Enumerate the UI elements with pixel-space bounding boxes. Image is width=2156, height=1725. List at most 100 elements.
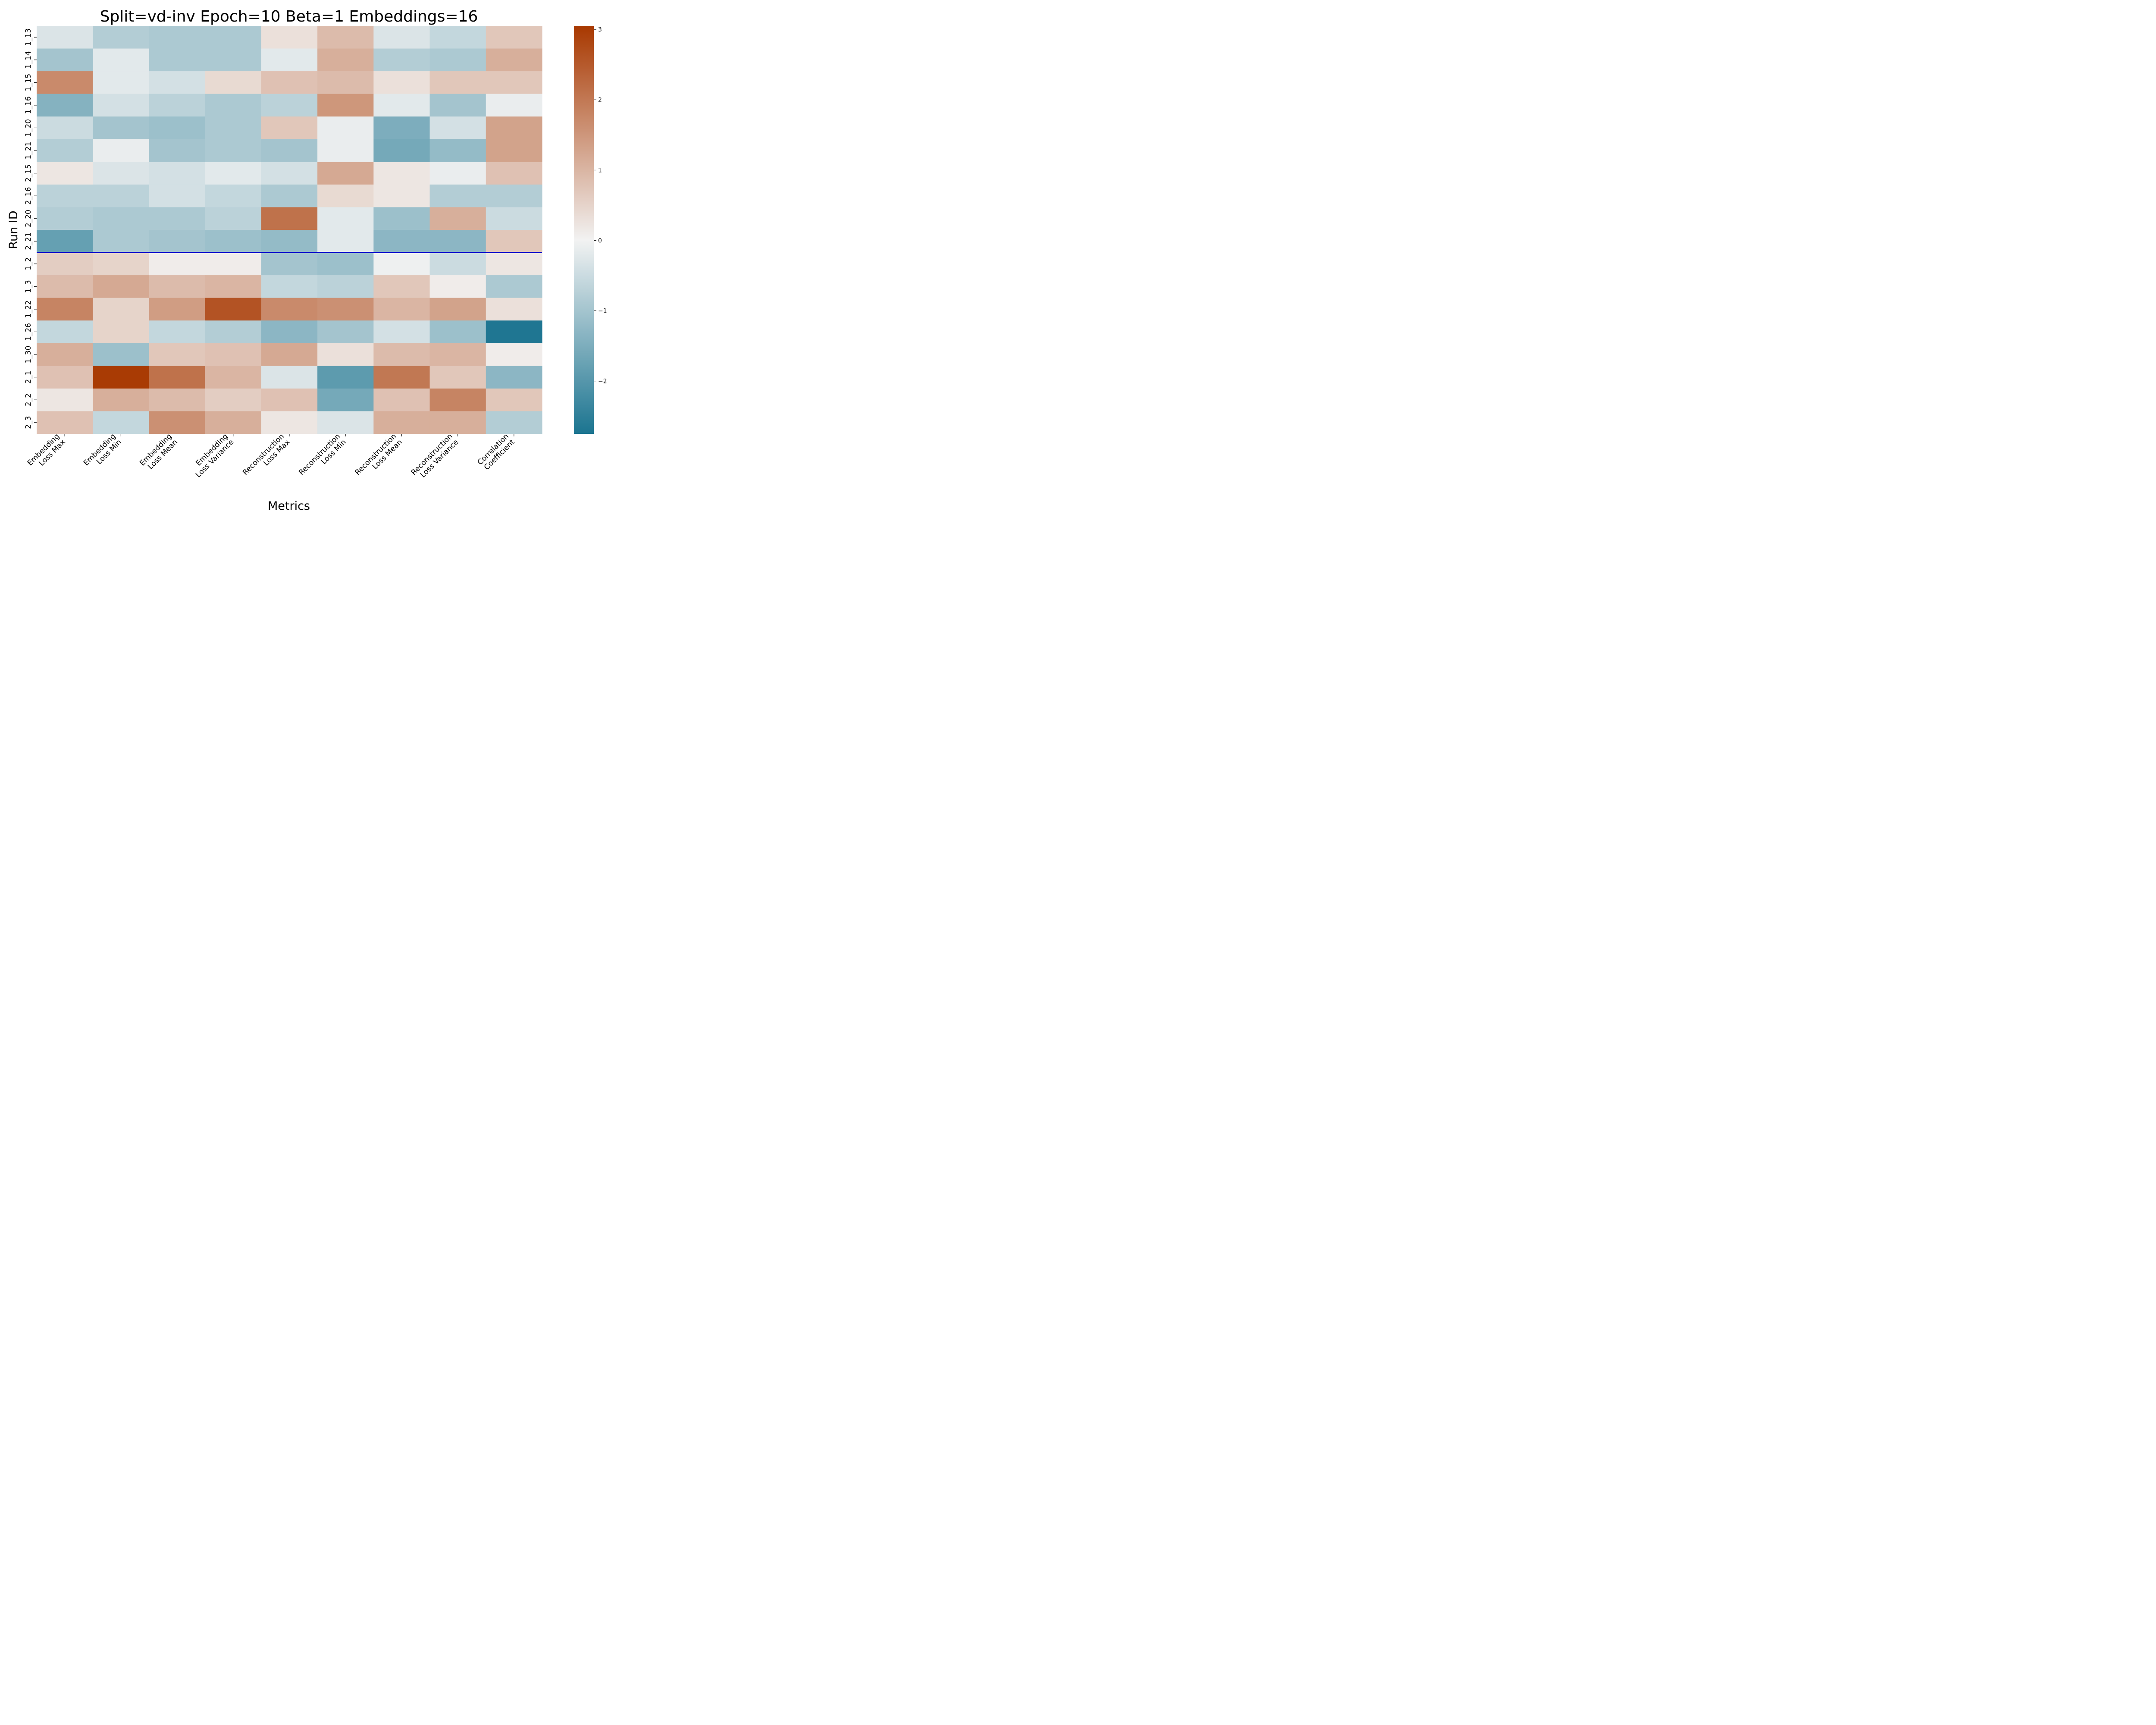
heatmap-cell [37,366,93,389]
heatmap-cell [93,71,150,94]
heatmap-cell [205,71,262,94]
heatmap-cell [429,343,486,366]
heatmap-cell [205,275,262,298]
heatmap-cell [149,343,206,366]
heatmap-cell [37,388,93,412]
heatmap-cell [486,94,542,117]
heatmap-cell [429,298,486,321]
x-tick-label: ReconstructionLoss Min [297,432,348,483]
y-tick-label: 1_26 [24,323,33,341]
heatmap-cell [429,320,486,344]
x-tick-label: EmbeddingLoss Variance [188,432,236,480]
x-tick-label: ReconstructionLoss Mean [353,432,404,483]
heatmap-cell [373,184,430,208]
y-axis-ticks: 1_131_141_151_161_201_212_152_162_202_21… [24,28,37,429]
heatmap-cell [429,230,486,253]
y-tick-label: 1_16 [24,96,33,114]
heatmap-cell [149,116,206,140]
heatmap-cell [261,230,318,253]
heatmap-cell [205,116,262,140]
heatmap-cell [93,207,150,230]
heatmap-cell [93,162,150,185]
heatmap-cell [149,26,206,49]
heatmap-cell [429,162,486,185]
heatmap-cell [486,162,542,185]
heatmap-cell [486,275,542,298]
heatmap-cell [93,94,150,117]
colorbar-tick-label: 3 [598,26,602,33]
heatmap-cell [317,388,374,412]
heatmap-cell [373,26,430,49]
heatmap-cell [317,343,374,366]
heatmap-cell [149,71,206,94]
heatmap-cell [317,116,374,140]
y-tick-label: 1_14 [24,51,33,69]
heatmap-cell [149,411,206,434]
heatmap-cell [37,275,93,298]
y-tick-label: 2_1 [24,371,33,384]
heatmap-cell [486,48,542,72]
y-tick-label: 1_21 [24,142,33,160]
heatmap-cell [429,275,486,298]
y-tick-label: 2_2 [24,393,33,406]
x-tick-label: CorrelationCoefficient [476,432,517,473]
heatmap-cell [93,320,150,344]
colorbar-tick-label: 1 [598,167,602,174]
heatmap-cell [429,48,486,72]
heatmap-cell [93,388,150,412]
heatmap-cell [317,139,374,162]
heatmap-cell [317,48,374,72]
heatmap-cell [486,230,542,253]
heatmap-cell [37,343,93,366]
heatmap-cell [93,26,150,49]
y-tick-label: 2_20 [24,210,33,227]
heatmap-cell [93,411,150,434]
heatmap-cell [93,366,150,389]
heatmap-cell [429,207,486,230]
heatmap-cell [261,343,318,366]
heatmap-cell [93,48,150,72]
heatmap-cell [429,116,486,140]
y-tick-label: 1_13 [24,28,33,46]
colorbar-tick-label: −2 [598,378,607,385]
heatmap-cell [149,320,206,344]
y-tick-label: 2_3 [24,416,33,429]
y-axis-label: Run ID [7,210,20,249]
heatmap-cell [373,411,430,434]
heatmap-cell [37,139,93,162]
heatmap-cell [261,207,318,230]
heatmap-cell [205,48,262,72]
heatmap-cell [317,162,374,185]
heatmap-cell [149,298,206,321]
heatmap-cell [149,48,206,72]
heatmap-cell [486,388,542,412]
heatmap-cell [261,26,318,49]
y-tick-label: 1_30 [24,346,33,364]
heatmap-cell [429,71,486,94]
heatmap-cell [486,298,542,321]
heatmap-cell [486,139,542,162]
heatmap-cell [429,184,486,208]
heatmap-cells [37,26,542,434]
heatmap-cell [37,207,93,230]
heatmap-cell [429,411,486,434]
heatmap-cell [317,320,374,344]
y-tick-label: 1_20 [24,119,33,137]
heatmap-cell [205,388,262,412]
heatmap-cell [93,298,150,321]
y-tick-label: 1_2 [24,257,33,270]
heatmap-cell [429,26,486,49]
x-tick-label: EmbeddingLoss Max [26,432,67,474]
y-tick-label: 1_3 [24,280,33,293]
heatmap-cell [149,275,206,298]
heatmap-cell [373,252,430,276]
heatmap-cell [149,139,206,162]
heatmap-cell [317,71,374,94]
heatmap-cell [373,275,430,298]
heatmap-cell [37,230,93,253]
heatmap-cell [93,184,150,208]
y-tick-label: 1_15 [24,74,33,91]
heatmap-cell [37,162,93,185]
heatmap-cell [261,71,318,94]
heatmap-cell [373,116,430,140]
